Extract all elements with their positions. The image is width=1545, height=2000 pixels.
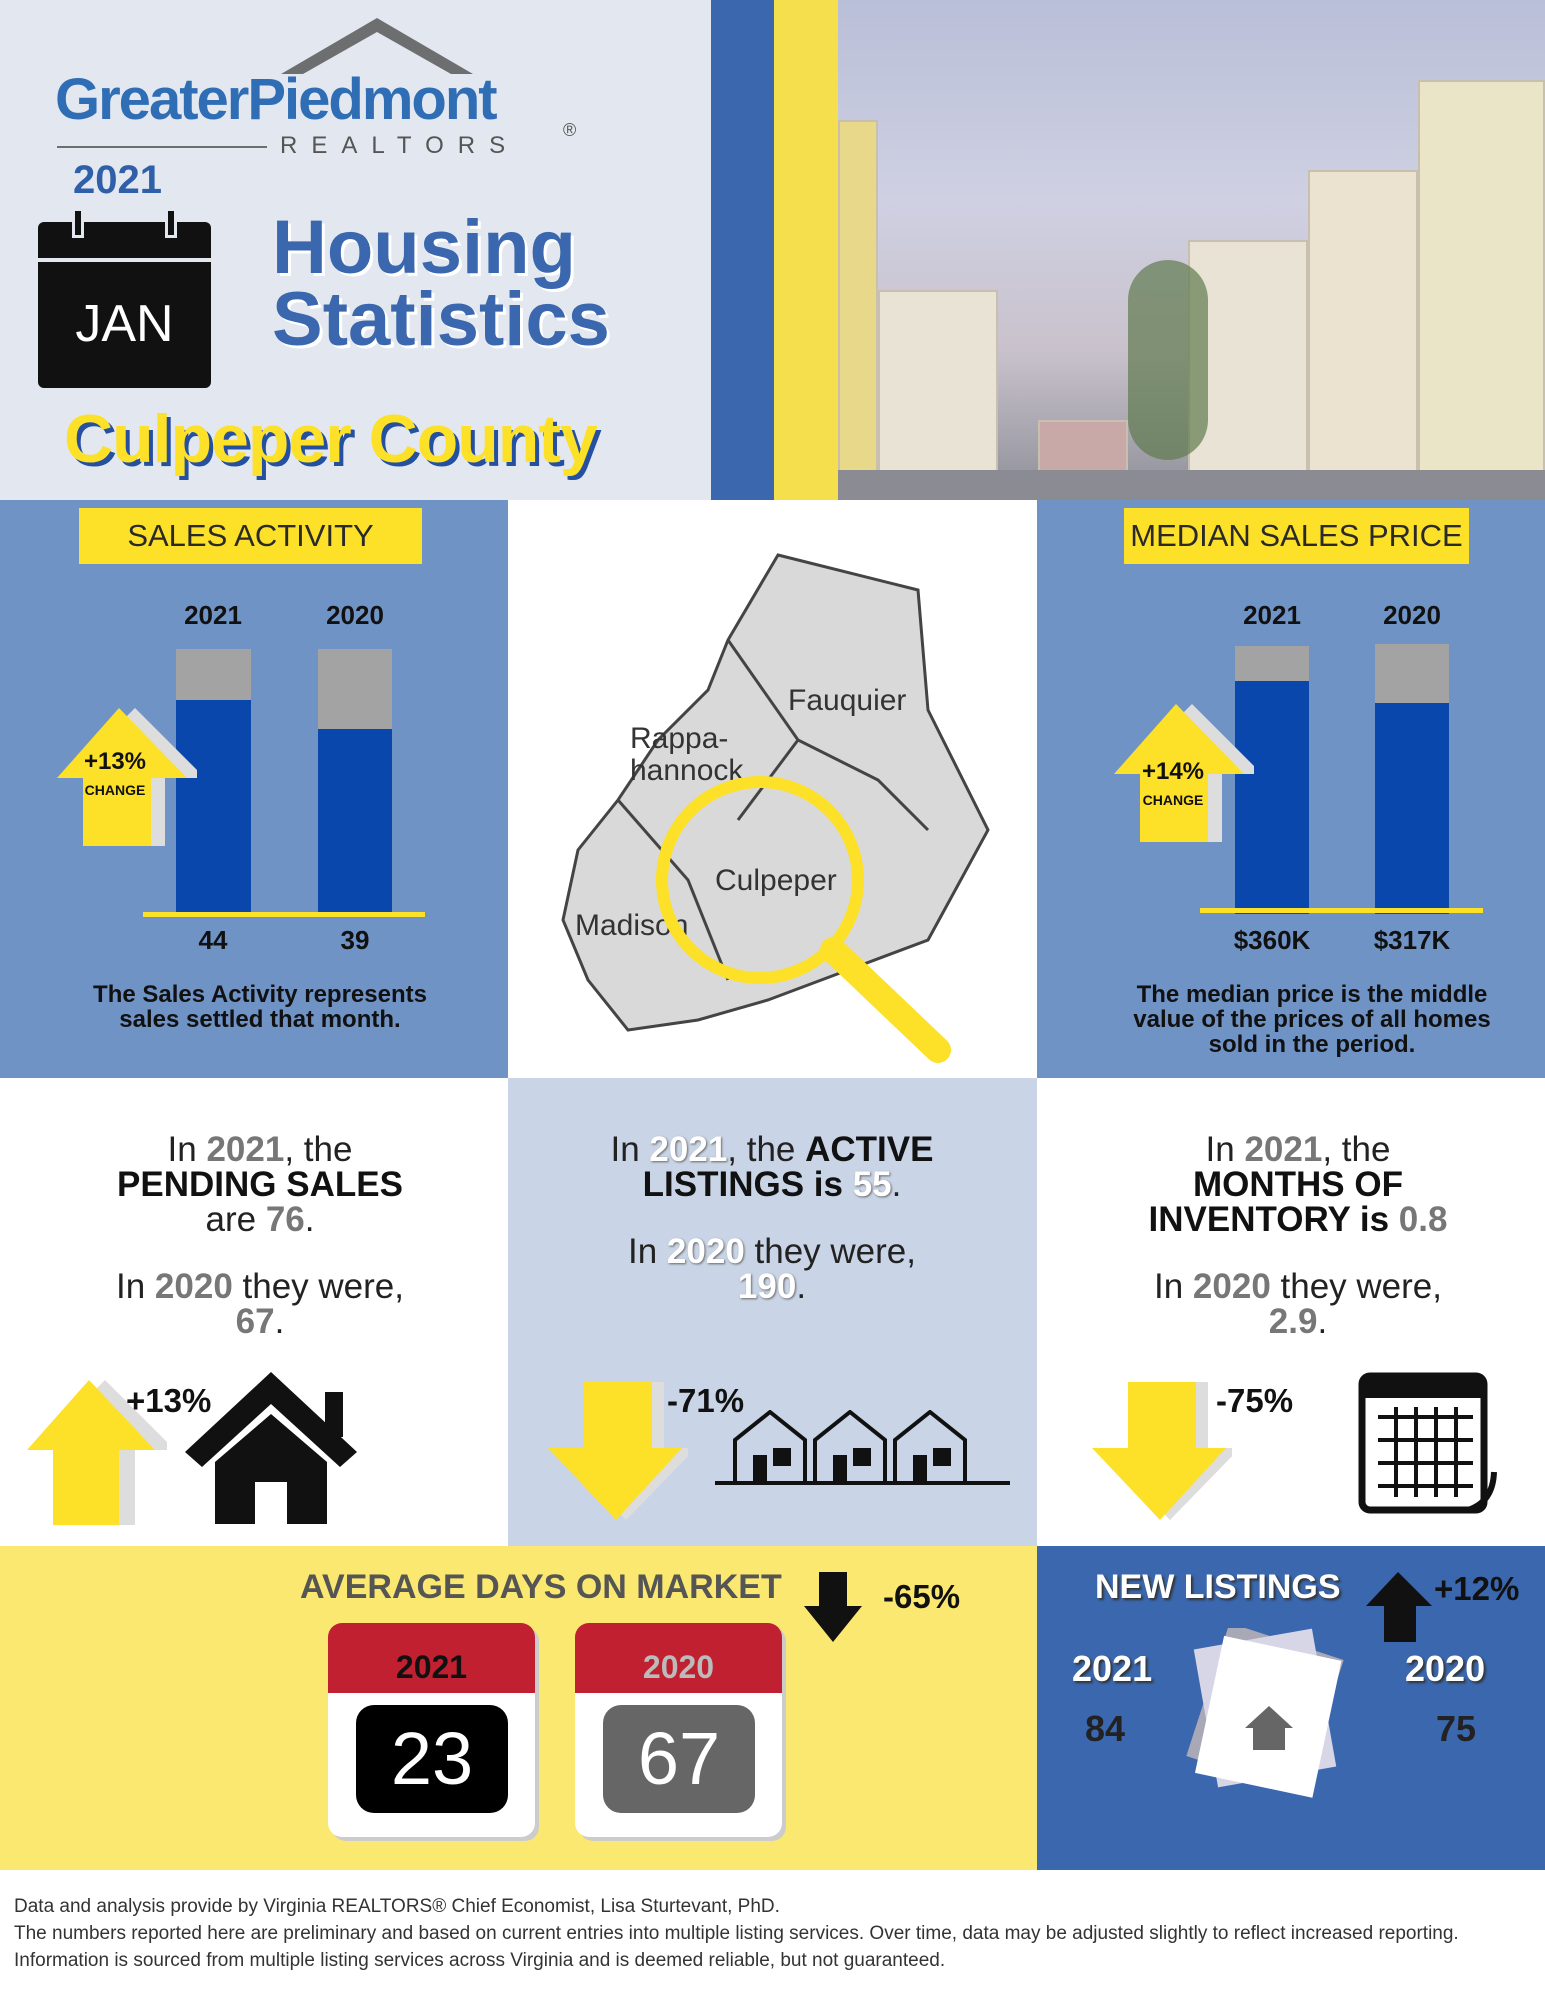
title-line1: Housing — [272, 205, 576, 290]
sales-bar-2020 — [318, 649, 392, 914]
sales-baseline — [143, 912, 425, 917]
header-year: 2021 — [73, 158, 162, 202]
map-label-rappa: Rappa- — [630, 722, 728, 755]
median-value-2020: $317K — [1373, 925, 1451, 955]
inventory-change: -75% — [1216, 1382, 1294, 1419]
map-label-fauquier: Fauquier — [788, 684, 906, 717]
down-arrow-icon — [548, 1382, 688, 1520]
logo-roof-icon — [281, 18, 473, 74]
magnifier-icon — [656, 776, 864, 984]
nl-value-2020: 75 — [1436, 1708, 1477, 1749]
down-arrow-icon — [1092, 1382, 1232, 1520]
calendar-2021: 2021 23 — [328, 1623, 535, 1837]
new-listings-change: +12% — [1434, 1570, 1520, 1607]
up-arrow-icon — [57, 708, 197, 846]
median-change: +14% — [1141, 758, 1205, 785]
median-baseline — [1200, 908, 1483, 913]
active-text: In 2021, the ACTIVE LISTINGS is 55. In 2… — [610, 1130, 934, 1306]
new-listings-title: NEW LISTINGS — [1095, 1568, 1341, 1606]
pending-change: +13% — [126, 1382, 212, 1419]
median-change-label: CHANGE — [1142, 792, 1204, 808]
median-value-2021: $360K — [1233, 925, 1311, 955]
cal-2021-year: 2021 — [328, 1623, 535, 1693]
accent-strip-yellow — [774, 0, 838, 500]
houses-icon — [715, 1410, 1010, 1485]
map-label-hannock: hannock — [630, 754, 744, 787]
map-label-culpeper: Culpeper — [715, 864, 837, 897]
dom-title: AVERAGE DAYS ON MARKET — [300, 1568, 782, 1606]
logo-reg: ® — [563, 120, 577, 140]
median-price-title: MEDIAN SALES PRICE — [1124, 508, 1469, 564]
cal-2021-value: 23 — [356, 1705, 508, 1813]
median-year-2021: 2021 — [1243, 600, 1301, 630]
down-arrow-icon — [804, 1572, 862, 1642]
dom-change: -65% — [883, 1578, 961, 1615]
up-arrow-icon — [27, 1380, 167, 1525]
listing-documents-icon — [1186, 1628, 1344, 1798]
sales-activity-title: SALES ACTIVITY — [79, 508, 422, 564]
logo-rule — [57, 146, 267, 148]
nl-year-2020: 2020 — [1405, 1648, 1486, 1689]
footer-credit: Data and analysis provide by Virginia RE… — [14, 1896, 780, 1917]
up-arrow-icon — [1114, 704, 1254, 842]
calendar-icon: JAN — [38, 208, 211, 388]
cal-2020-value: 67 — [603, 1705, 755, 1813]
sales-change: +13% — [83, 748, 147, 775]
calendar-grid-icon — [1358, 1372, 1497, 1514]
sales-value-2020: 39 — [340, 925, 370, 955]
nl-value-2021: 84 — [1085, 1708, 1126, 1749]
sales-value-2021: 44 — [198, 925, 228, 955]
header-month: JAN — [75, 295, 174, 353]
nl-year-2021: 2021 — [1072, 1648, 1153, 1689]
house-icon — [185, 1372, 357, 1524]
logo-sub: REALTORS — [280, 132, 520, 159]
accent-strip-blue — [711, 0, 774, 500]
sales-change-label: CHANGE — [84, 782, 146, 798]
sales-bar-2021 — [176, 649, 251, 914]
up-arrow-icon — [1366, 1572, 1432, 1642]
sales-year-2020: 2020 — [326, 600, 384, 630]
median-caption: The median price is the middle value of … — [1133, 981, 1491, 1058]
map-panel: Fauquier Rappa- hannock Culpeper Madison — [508, 500, 1037, 1078]
title-line2: Statistics — [272, 277, 610, 362]
calendar-2020: 2020 67 — [575, 1623, 782, 1837]
county-map: Fauquier Rappa- hannock Culpeper Madison — [561, 553, 990, 1063]
logo-brand: GreaterPiedmont — [55, 67, 498, 132]
county-title: Culpeper County — [64, 401, 598, 477]
cal-2020-year: 2020 — [575, 1623, 782, 1693]
footer-disclaimer: The numbers reported here are preliminar… — [14, 1923, 1459, 1971]
median-year-2020: 2020 — [1383, 600, 1441, 630]
active-change: -71% — [667, 1382, 745, 1419]
pending-text: In 2021, the PENDING SALES are 76. In 20… — [116, 1130, 404, 1341]
median-bar-2021 — [1235, 646, 1309, 914]
median-bar-2020 — [1375, 644, 1449, 914]
sales-caption: The Sales Activity represents sales sett… — [93, 981, 427, 1033]
inventory-text: In 2021, the MONTHS OF INVENTORY is 0.8 … — [1148, 1130, 1448, 1341]
sales-year-2021: 2021 — [184, 600, 242, 630]
town-street-photo — [838, 0, 1545, 500]
